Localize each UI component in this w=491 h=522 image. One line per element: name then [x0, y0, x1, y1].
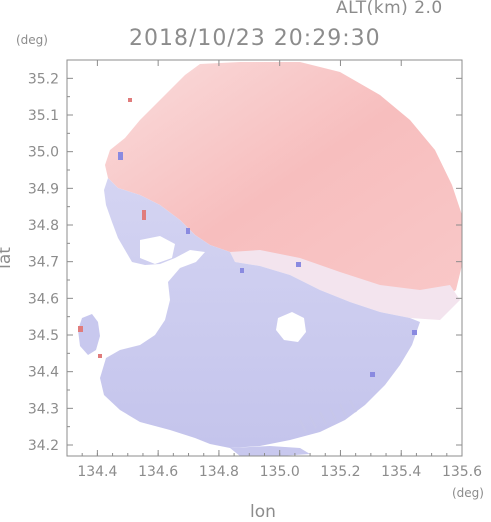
- x-unit-label: (deg): [452, 486, 484, 500]
- x-tick-label: 135.4: [381, 464, 421, 480]
- y-tick-label: 34.6: [28, 291, 59, 307]
- x-tick-label: 134.8: [199, 464, 239, 480]
- altitude-label: ALT(km) 2.0: [336, 0, 443, 18]
- y-unit-label: (deg): [16, 33, 48, 47]
- positive-velocity-region: [105, 62, 462, 305]
- no-echo-gap: [276, 312, 306, 342]
- x-axis-ticks: 134.4 134.6 134.8 135.0 135.2 135.4 135.6: [77, 60, 482, 480]
- southwest-echo-patch: [78, 314, 100, 355]
- x-tick-label: 135.2: [320, 464, 360, 480]
- y-tick-label: 34.9: [28, 181, 59, 197]
- transition-band: [230, 250, 460, 320]
- y-tick-label: 34.5: [28, 328, 59, 344]
- radar-echo-field: [78, 62, 462, 456]
- no-echo-gap: [140, 236, 175, 264]
- y-tick-label: 34.3: [28, 401, 59, 417]
- x-tick-label: 134.4: [77, 464, 117, 480]
- y-tick-label: 35.0: [28, 145, 59, 161]
- y-tick-label: 35.1: [28, 108, 59, 124]
- x-tick-label: 135.6: [442, 464, 482, 480]
- x-axis-label: lon: [250, 502, 276, 522]
- x-tick-label: 134.6: [138, 464, 178, 480]
- y-tick-label: 34.7: [28, 255, 59, 271]
- timestamp-title: 2018/10/23 20:29:30: [129, 26, 381, 51]
- negative-velocity-region: [100, 178, 420, 448]
- x-tick-label: 135.0: [260, 464, 300, 480]
- y-tick-label: 34.8: [28, 218, 59, 234]
- y-tick-label: 34.4: [28, 365, 59, 381]
- south-echo-strip: [230, 446, 310, 456]
- y-tick-label: 34.2: [28, 438, 59, 454]
- echo-speckles: [78, 98, 417, 377]
- clutter-marks: [299, 399, 357, 433]
- y-tick-label: 35.2: [28, 71, 59, 87]
- y-axis-ticks: 34.2 34.3 34.4 34.5 34.6 34.7 34.8 34.9 35.0 35.1…: [28, 71, 462, 454]
